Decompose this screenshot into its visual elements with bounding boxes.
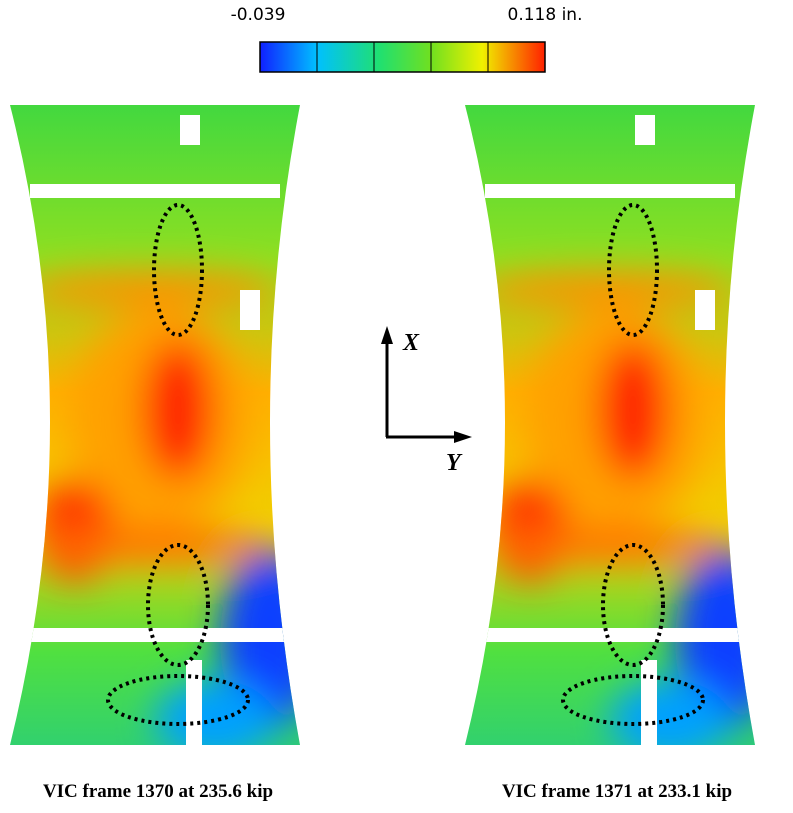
- y-axis-label: Y: [446, 450, 463, 476]
- colorbar: [259, 41, 546, 73]
- caption: VIC frame 1370 at 235.6 kip: [43, 781, 273, 802]
- contour-map-left: [0, 100, 320, 760]
- x-axis-label: X: [402, 330, 420, 356]
- colorbar-min: -0.039: [231, 5, 286, 25]
- caption: VIC frame 1371 at 233.1 kip: [502, 781, 732, 802]
- axis-arrows: [381, 326, 472, 443]
- colorbar-max: 0.118 in.: [508, 5, 583, 25]
- contour-map-right: [455, 100, 775, 760]
